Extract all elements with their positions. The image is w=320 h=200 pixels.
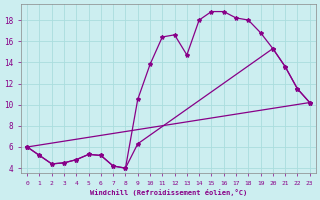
X-axis label: Windchill (Refroidissement éolien,°C): Windchill (Refroidissement éolien,°C): [90, 189, 247, 196]
